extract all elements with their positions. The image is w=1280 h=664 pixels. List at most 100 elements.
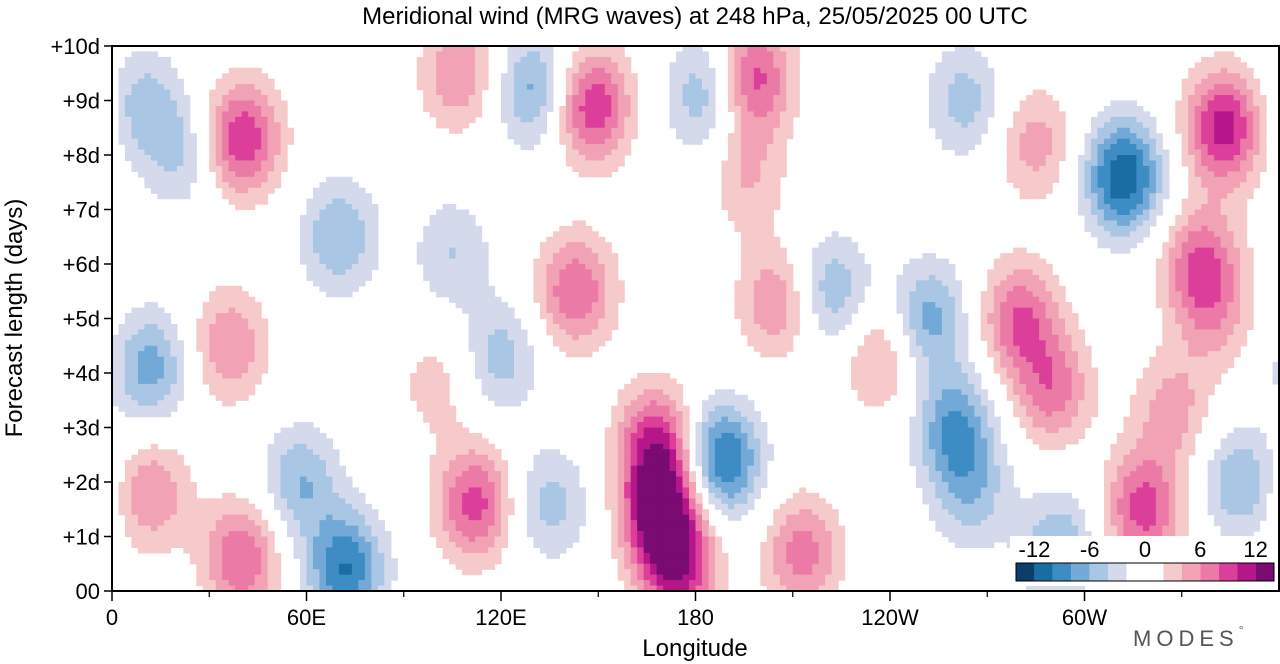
heatmap-cell	[481, 389, 489, 396]
heatmap-cell	[449, 62, 457, 69]
heatmap-cell	[468, 62, 476, 69]
heatmap-cell	[176, 182, 184, 189]
heatmap-cell	[792, 62, 800, 69]
heatmap-cell	[1188, 105, 1196, 112]
heatmap-cell	[676, 51, 684, 58]
heatmap-cell	[131, 84, 139, 91]
heatmap-cell	[351, 198, 359, 205]
heatmap-cell	[170, 160, 178, 167]
heatmap-cell	[1188, 78, 1196, 85]
heatmap-cell	[475, 247, 483, 254]
heatmap-cell	[241, 378, 249, 385]
heatmap-cell	[345, 182, 353, 189]
heatmap-cell	[468, 264, 476, 271]
heatmap-cell	[624, 105, 632, 112]
heatmap-cell	[591, 160, 599, 167]
heatmap-cell	[611, 105, 619, 112]
heatmap-cell	[773, 89, 781, 96]
heatmap-cell	[215, 176, 223, 183]
heatmap-cell	[1019, 182, 1027, 189]
heatmap-cell	[760, 155, 768, 162]
heatmap-cell	[948, 373, 956, 380]
heatmap-cell	[1162, 274, 1170, 281]
heatmap-cell	[838, 247, 846, 254]
heatmap-cell	[825, 302, 833, 309]
heatmap-cell	[1246, 111, 1254, 118]
heatmap-cell	[760, 209, 768, 216]
heatmap-cell	[1246, 269, 1254, 276]
heatmap-cell	[766, 345, 774, 352]
heatmap-cell	[611, 100, 619, 107]
heatmap-cell	[818, 264, 826, 271]
heatmap-cell	[546, 302, 554, 309]
heatmap-cell	[766, 122, 774, 129]
heatmap-cell	[248, 176, 256, 183]
heatmap-cell	[1168, 253, 1176, 260]
heatmap-cell	[1071, 345, 1079, 352]
heatmap-cell	[312, 209, 321, 216]
heatmap-cell	[650, 378, 658, 385]
heatmap-cell	[513, 116, 522, 123]
heatmap-cell	[773, 345, 781, 352]
heatmap-cell	[1013, 329, 1021, 336]
heatmap-cell	[449, 274, 457, 281]
heatmap-cell	[734, 127, 742, 134]
heatmap-cell	[578, 51, 586, 58]
heatmap-cell	[747, 258, 755, 265]
heatmap-cell	[118, 383, 126, 390]
heatmap-cell	[254, 116, 262, 123]
heatmap-cell	[708, 105, 716, 112]
heatmap-cell	[1214, 307, 1222, 314]
heatmap-cell	[954, 383, 962, 390]
heatmap-cell	[202, 334, 210, 341]
heatmap-cell	[1058, 127, 1066, 134]
heatmap-cell	[734, 105, 742, 112]
heatmap-cell	[481, 307, 489, 314]
heatmap-cell	[1207, 367, 1215, 374]
heatmap-cell	[1220, 111, 1228, 118]
heatmap-cell	[183, 149, 191, 156]
heatmap-cell	[546, 329, 554, 336]
heatmap-cell	[760, 269, 768, 276]
heatmap-cell	[1194, 296, 1202, 303]
heatmap-cell	[753, 176, 761, 183]
heatmap-cell	[144, 89, 152, 96]
heatmap-cell	[844, 313, 852, 320]
heatmap-cell	[144, 149, 152, 156]
heatmap-cell	[766, 105, 774, 112]
heatmap-cell	[578, 144, 586, 151]
heatmap-cell	[1071, 378, 1079, 385]
heatmap-cell	[124, 373, 133, 380]
heatmap-cell	[779, 84, 787, 91]
heatmap-cell	[1149, 127, 1157, 134]
heatmap-cell	[1123, 231, 1131, 238]
heatmap-cell	[455, 291, 463, 298]
heatmap-cell	[1045, 160, 1053, 167]
heatmap-cell	[591, 313, 599, 320]
heatmap-cell	[520, 89, 528, 96]
heatmap-cell	[312, 220, 321, 227]
heatmap-cell	[364, 236, 372, 243]
heatmap-cell	[760, 253, 768, 260]
heatmap-cell	[261, 182, 269, 189]
heatmap-cell	[137, 155, 146, 162]
heatmap-cell	[753, 247, 761, 254]
heatmap-cell	[948, 389, 956, 396]
heatmap-cell	[734, 116, 742, 123]
heatmap-cell	[740, 236, 748, 243]
heatmap-cell	[442, 62, 450, 69]
heatmap-cell	[1194, 236, 1202, 243]
heatmap-cell	[222, 307, 230, 314]
heatmap-cell	[1194, 291, 1202, 298]
heatmap-cell	[423, 269, 431, 276]
heatmap-cell	[740, 280, 748, 287]
heatmap-cell	[779, 351, 787, 358]
heatmap-cell	[734, 62, 742, 69]
heatmap-cell	[436, 367, 444, 374]
heatmap-cell	[449, 280, 457, 287]
heatmap-cell	[222, 78, 230, 85]
heatmap-cell	[429, 51, 437, 58]
heatmap-cell	[222, 318, 230, 325]
heatmap-cell	[429, 362, 437, 369]
heatmap-cell	[163, 182, 171, 189]
